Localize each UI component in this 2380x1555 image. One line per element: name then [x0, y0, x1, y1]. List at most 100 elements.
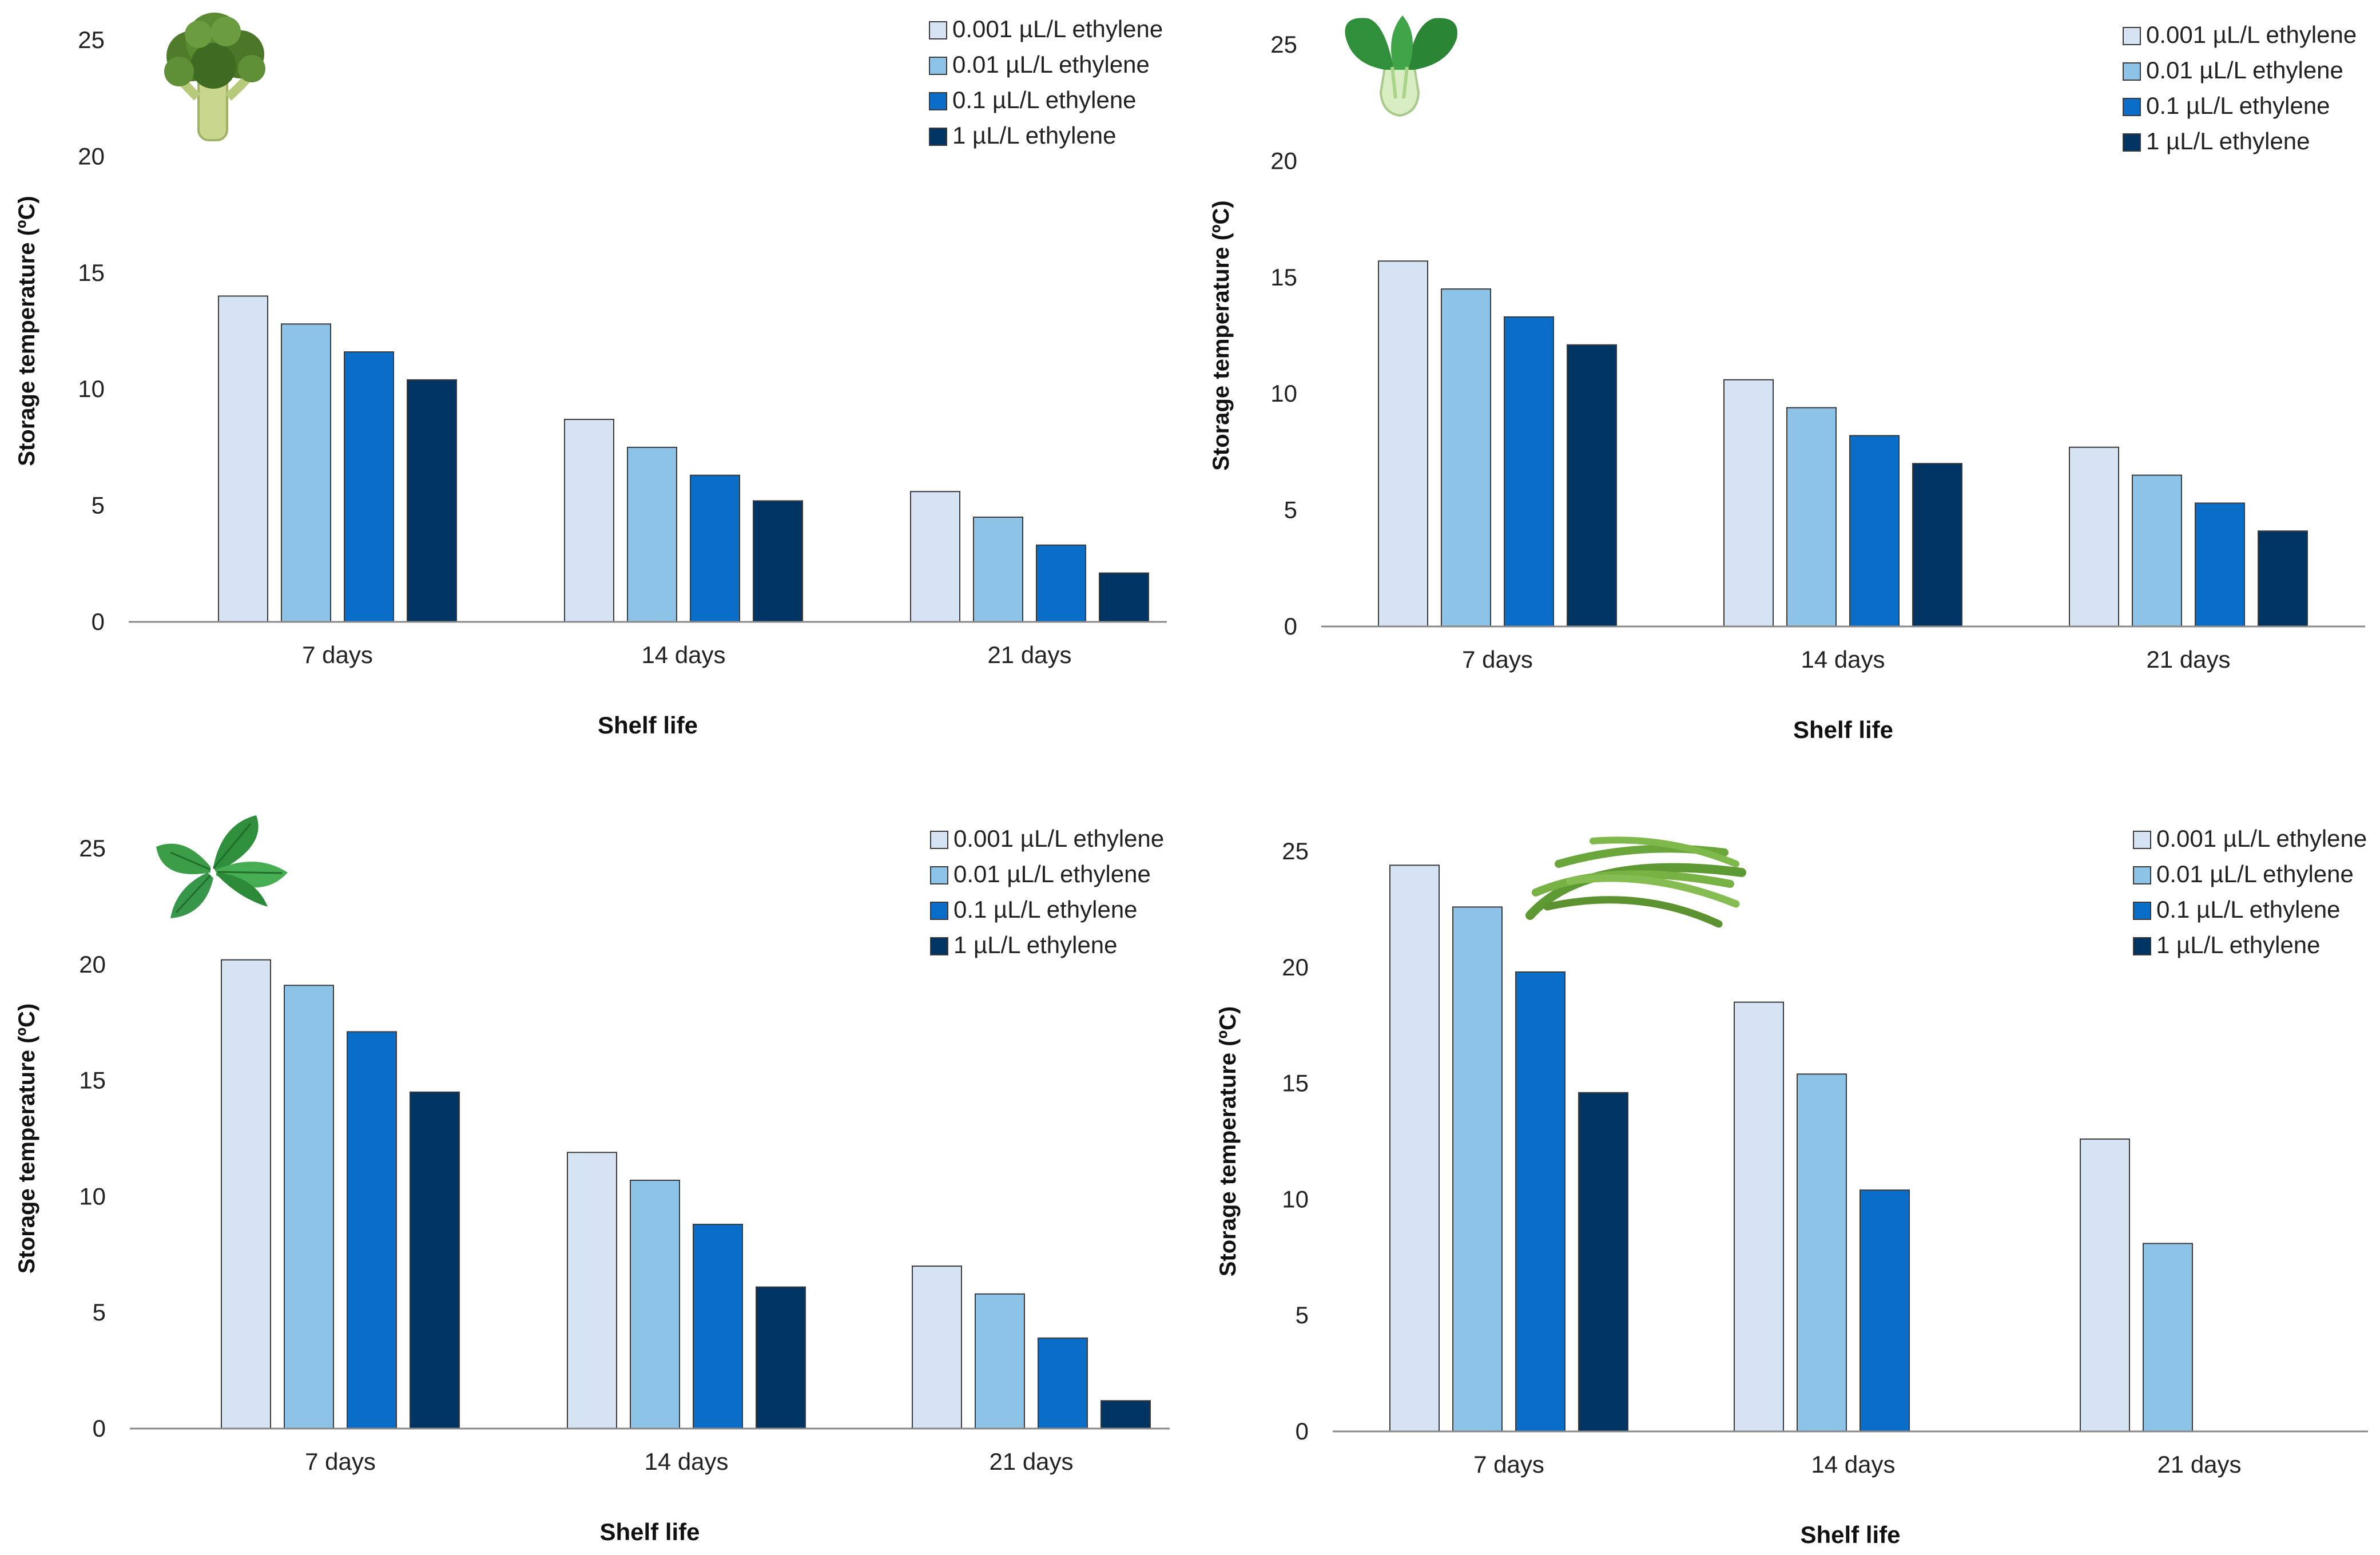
- bar: [407, 379, 457, 622]
- bar: [2069, 446, 2119, 627]
- y-tick-label: 0: [92, 608, 105, 635]
- legend-label: 0.001 µL/L ethylene: [2156, 825, 2367, 852]
- y-tick-label: 10: [1270, 380, 1297, 407]
- y-tick-label: 5: [92, 492, 105, 519]
- bar: [410, 1091, 460, 1429]
- bar-group: [1378, 260, 2308, 628]
- bar: [1452, 906, 1503, 1432]
- y-tick-label: 15: [1282, 1070, 1309, 1097]
- bar: [1860, 1189, 1910, 1433]
- y-tick-label: 10: [79, 1183, 106, 1209]
- bar: [567, 1152, 617, 1430]
- x-category-label: 21 days: [989, 1448, 1073, 1475]
- y-axis-ticks: 0 5 10 15 20 25: [79, 835, 106, 1442]
- bar: [218, 295, 268, 622]
- legend-label: 1 µL/L ethylene: [2156, 931, 2321, 958]
- x-axis-title: Shelf life: [599, 1518, 700, 1545]
- bar: [1567, 344, 1617, 627]
- legend-swatch: [2123, 27, 2141, 45]
- bar: [753, 500, 803, 622]
- y-axis-ticks: 0 5 10 15 20 25: [1282, 838, 1309, 1445]
- bar: [1849, 435, 1900, 627]
- legend-swatch: [2133, 831, 2151, 849]
- legend-label: 0.1 µL/L ethylene: [2146, 92, 2330, 119]
- legend-swatch: [2123, 62, 2141, 81]
- y-tick-label: 25: [78, 26, 105, 53]
- y-axis-title: Storage temperature (ºC): [1215, 1006, 1241, 1276]
- x-category-label: 21 days: [2146, 646, 2230, 673]
- bar: [693, 1224, 743, 1430]
- y-tick-label: 15: [78, 259, 105, 286]
- legend-label: 0.001 µL/L ethylene: [953, 825, 1164, 852]
- bar: [1036, 544, 1086, 622]
- y-axis-ticks: 0 5 10 15 20 25: [78, 26, 105, 635]
- y-tick-label: 0: [93, 1415, 106, 1442]
- x-category-label: 14 days: [644, 1448, 728, 1475]
- legend-label: 0.01 µL/L ethylene: [2146, 57, 2343, 84]
- legend-swatch: [930, 831, 948, 849]
- legend-label: 1 µL/L ethylene: [2146, 128, 2310, 154]
- mint-leaves-icon: [155, 814, 289, 919]
- bar: [973, 516, 1023, 622]
- legend-swatch: [2123, 133, 2141, 152]
- legend: 0.001 µL/L ethylene 0.01 µL/L ethylene 0.1…: [929, 15, 1163, 149]
- bar: [627, 446, 677, 623]
- x-axis-category-labels: 7 days 14 days 21 days: [1462, 646, 2230, 673]
- legend: 0.001 µL/L ethylene 0.01 µL/L ethylene 0.1…: [2133, 825, 2367, 958]
- x-axis-category-labels: 7 days 14 days 21 days: [1473, 1451, 2241, 1478]
- x-category-label: 14 days: [1811, 1451, 1895, 1478]
- y-tick-label: 0: [1296, 1418, 1309, 1445]
- y-tick-label: 25: [1270, 31, 1297, 58]
- bar: [1441, 288, 1491, 627]
- bar: [690, 474, 740, 622]
- y-tick-label: 25: [79, 835, 106, 862]
- bar: [1038, 1337, 1088, 1429]
- y-tick-label: 20: [1270, 147, 1297, 174]
- bar: [975, 1293, 1025, 1429]
- legend-swatch: [2133, 866, 2151, 884]
- bar: [2143, 1243, 2193, 1433]
- legend-label: 0.001 µL/L ethylene: [2146, 21, 2357, 48]
- y-tick-label: 10: [1282, 1185, 1309, 1212]
- x-category-label: 7 days: [305, 1448, 376, 1475]
- y-tick-label: 20: [78, 142, 105, 169]
- legend-swatch: [930, 937, 948, 955]
- bar: [1786, 407, 1837, 627]
- legend: 0.001 µL/L ethylene 0.01 µL/L ethylene 0.1…: [930, 825, 1164, 958]
- bar: [630, 1180, 680, 1430]
- legend-label: 0.01 µL/L ethylene: [952, 51, 1150, 78]
- y-axis-title: Storage temperature (ºC): [14, 196, 39, 466]
- bar: [2132, 474, 2182, 628]
- chart-panel-mint: 0 5 10 15 20 25 7 days 14 days 21 days Shelf li…: [14, 814, 1170, 1545]
- x-axis-category-labels: 7 days 14 days 21 days: [305, 1448, 1073, 1475]
- bar-group: [218, 295, 1149, 623]
- x-category-label: 21 days: [987, 641, 1071, 668]
- bar: [756, 1286, 806, 1429]
- x-category-label: 7 days: [1462, 646, 1533, 673]
- x-category-label: 7 days: [302, 641, 373, 668]
- x-category-label: 14 days: [641, 641, 725, 668]
- bar: [221, 959, 271, 1429]
- bar: [344, 351, 394, 622]
- y-tick-label: 5: [93, 1299, 106, 1326]
- bar: [1797, 1073, 1847, 1432]
- legend-label: 0.01 µL/L ethylene: [953, 860, 1151, 887]
- bar: [1504, 316, 1554, 627]
- y-tick-label: 10: [78, 375, 105, 402]
- legend-label: 0.1 µL/L ethylene: [952, 86, 1137, 113]
- chart-panel-green-beans: 0 5 10 15 20 25 7 days 14 days 21 days Shelf li…: [1215, 825, 2368, 1548]
- legend-swatch: [2133, 937, 2151, 955]
- bar: [564, 419, 614, 622]
- bar-group: [221, 959, 1151, 1430]
- x-axis-category-labels: 7 days 14 days 21 days: [302, 641, 1071, 668]
- legend-swatch: [930, 866, 948, 884]
- x-category-label: 21 days: [2157, 1451, 2241, 1478]
- legend: 0.001 µL/L ethylene 0.01 µL/L ethylene 0.1…: [2123, 21, 2357, 154]
- x-category-label: 7 days: [1473, 1451, 1544, 1478]
- x-category-label: 14 days: [1801, 646, 1885, 673]
- legend-swatch: [929, 21, 947, 39]
- legend-swatch: [929, 128, 947, 146]
- bar: [1515, 971, 1566, 1432]
- bar: [912, 1266, 962, 1430]
